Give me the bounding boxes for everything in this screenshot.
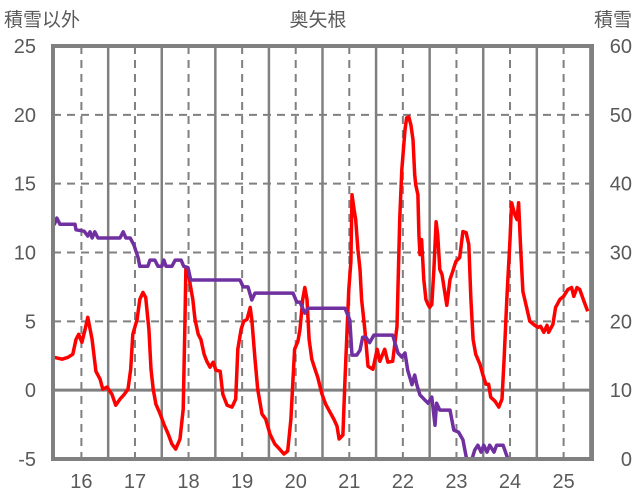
y2-tick-label: 60 bbox=[610, 36, 632, 58]
x-tick-label: 25 bbox=[552, 471, 574, 493]
gridlines bbox=[53, 46, 592, 459]
y-tick-label: 25 bbox=[14, 36, 36, 58]
y-tick-label: 5 bbox=[25, 311, 36, 333]
y2-tick-label: 10 bbox=[610, 380, 632, 402]
chart-title: 奥矢根 bbox=[289, 9, 346, 31]
y-tick-label: 10 bbox=[14, 243, 36, 265]
tick-labels: 16 17 18 19 20 21 22 23 24 25 -5 0 5 10 15 20 25 0 10 20 30 4… bbox=[14, 36, 632, 493]
x-tick-label: 17 bbox=[124, 471, 146, 493]
y2-tick-label: 20 bbox=[610, 311, 632, 333]
y-tick-label: -5 bbox=[18, 449, 36, 471]
y2-tick-label: 40 bbox=[610, 174, 632, 196]
y-tick-label: 0 bbox=[25, 380, 36, 402]
x-tick-label: 16 bbox=[70, 471, 92, 493]
series-lines bbox=[52, 115, 592, 461]
y2-tick-label: 30 bbox=[610, 243, 632, 265]
other-line bbox=[53, 115, 590, 456]
x-tick-label: 24 bbox=[499, 471, 521, 493]
plot-frame bbox=[51, 44, 594, 461]
y2-tick-label: 0 bbox=[621, 449, 632, 471]
x-tick-label: 19 bbox=[231, 471, 253, 493]
left-axis-label: 積雪以外 bbox=[4, 9, 80, 31]
x-tick-label: 22 bbox=[392, 471, 414, 493]
y-tick-label: 15 bbox=[14, 174, 36, 196]
x-tick-label: 23 bbox=[445, 471, 467, 493]
x-tick-label: 18 bbox=[177, 471, 199, 493]
y-tick-label: 20 bbox=[14, 105, 36, 127]
snow-depth-line bbox=[52, 216, 592, 461]
x-tick-label: 20 bbox=[285, 471, 307, 493]
right-axis-label: 積雪 bbox=[594, 9, 632, 31]
x-tick-label: 21 bbox=[338, 471, 360, 493]
y2-tick-label: 50 bbox=[610, 105, 632, 127]
